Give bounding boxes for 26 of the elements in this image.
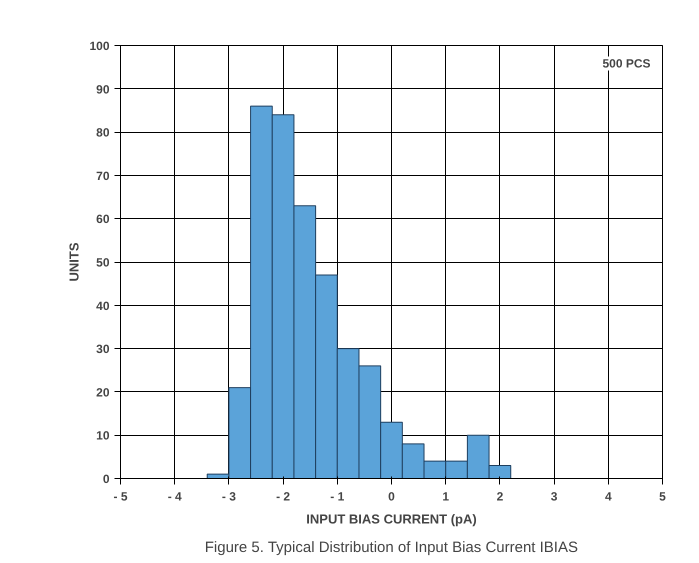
y-tick-label: 0 bbox=[102, 472, 110, 486]
x-tick-label: - 4 bbox=[168, 490, 182, 504]
caption: Figure 5. Typical Distribution of Input Bias Current IBIAS bbox=[204, 539, 578, 556]
x-tick-label: 3 bbox=[550, 490, 558, 504]
x-tick-label: 5 bbox=[659, 490, 666, 504]
x-tick-label: 4 bbox=[604, 490, 612, 504]
y-tick-label: 80 bbox=[96, 126, 110, 140]
x-tick-label: 1 bbox=[442, 490, 450, 504]
x-axis-title: INPUT BIAS CURRENT (pA) bbox=[306, 512, 477, 526]
y-tick-label: 30 bbox=[96, 342, 110, 356]
x-tick-label: 0 bbox=[388, 490, 396, 504]
y-tick-label: 70 bbox=[96, 168, 110, 183]
y-axis-title: UNITS bbox=[66, 242, 82, 282]
x-tick-label: - 3 bbox=[222, 490, 236, 504]
y-tick-label: 50 bbox=[96, 256, 110, 270]
y-tick-label: 100 bbox=[89, 39, 110, 53]
y-tick-label: 60 bbox=[96, 212, 110, 226]
y-tick-label: 10 bbox=[96, 428, 110, 443]
y-tick-label: 40 bbox=[96, 298, 110, 313]
x-tick-label: - 5 bbox=[114, 490, 128, 504]
x-tick-label: 2 bbox=[496, 490, 504, 504]
x-tick-label: - 1 bbox=[330, 490, 345, 504]
annotation: 500 PCS bbox=[602, 56, 650, 70]
x-tick-label: - 2 bbox=[276, 490, 290, 504]
y-tick-label: 20 bbox=[96, 385, 110, 400]
y-tick-label: 90 bbox=[96, 82, 110, 96]
